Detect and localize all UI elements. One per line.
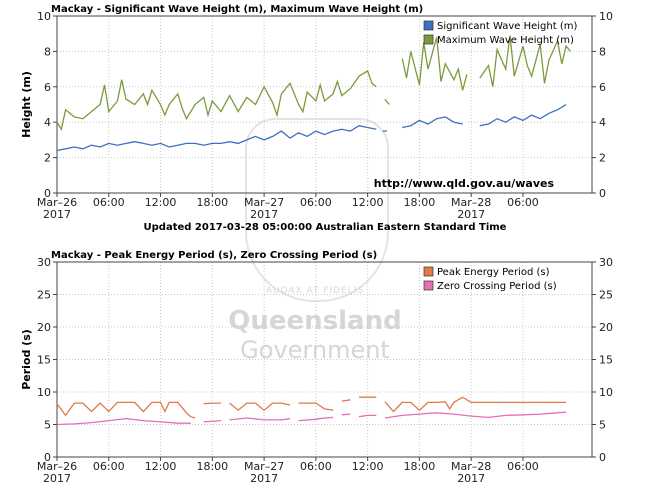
wave-height-xtick-year: 2017 xyxy=(457,208,485,221)
wave-height-xtick-label: 12:00 xyxy=(145,196,177,209)
wave-height-legend-swatch xyxy=(423,34,434,45)
period-ytick-label-right: 25 xyxy=(599,289,613,302)
period-series-0-line xyxy=(298,402,334,411)
period-series-1-line xyxy=(203,419,222,423)
period-xtick-label: 06:00 xyxy=(93,460,125,473)
wave-height-xtick-label: 06:00 xyxy=(507,196,539,209)
wave-height-xtick-year: 2017 xyxy=(43,208,71,221)
period-series-0-line xyxy=(56,401,196,419)
wave-height-series-0-line xyxy=(479,103,567,127)
period-xtick-label: Mar–27 xyxy=(244,460,284,473)
period-y-axis-label: Period (s) xyxy=(20,329,33,390)
wave-height-series-0-line xyxy=(56,125,377,152)
period-series-0-line xyxy=(384,396,567,413)
period-legend-label: Zero Crossing Period (s) xyxy=(437,281,557,292)
wave-height-ytick-label-left: 6 xyxy=(44,81,51,94)
period-ytick-label-right: 10 xyxy=(599,386,613,399)
updated-timestamp: Updated 2017-03-28 05:00:00 Australian E… xyxy=(143,222,507,233)
period-series-1-line xyxy=(341,413,351,416)
period-xtick-label: 06:00 xyxy=(300,460,332,473)
period-xtick-label: 18:00 xyxy=(404,460,436,473)
period-series-1-line xyxy=(229,417,291,421)
wave-height-series-1-line xyxy=(56,69,377,132)
period-xtick-label: Mar–28 xyxy=(451,460,491,473)
wave-height-ytick-label-left: 2 xyxy=(44,152,51,165)
period-xtick-label: 12:00 xyxy=(352,460,384,473)
wave-height-series-1-line xyxy=(384,98,390,105)
wave-height-ytick-label-right: 8 xyxy=(599,45,606,58)
wave-height-plot-frame xyxy=(56,15,593,194)
period-series-1-line xyxy=(56,417,191,426)
period-xtick-year: 2017 xyxy=(250,472,278,485)
wave-height-xtick-label: 06:00 xyxy=(300,196,332,209)
period-chart-title: Mackay - Peak Energy Period (s), Zero Cr… xyxy=(51,250,377,261)
wave-height-source-url: http://www.qld.gov.au/waves xyxy=(374,177,555,190)
wave-height-ytick-label-left: 0 xyxy=(44,187,51,200)
wave-height-y-axis-label: Height (m) xyxy=(20,71,33,138)
wave-height-legend-label: Maximum Wave Height (m) xyxy=(437,35,574,46)
period-xtick-label: 12:00 xyxy=(145,460,177,473)
period-ytick-label-left: 15 xyxy=(37,354,51,367)
period-ytick-label-left: 0 xyxy=(44,451,51,464)
period-legend-label: Peak Energy Period (s) xyxy=(437,267,550,278)
wave-height-legend-label: Significant Wave Height (m) xyxy=(437,21,577,32)
wave-height-legend-swatch xyxy=(423,20,434,31)
period-ytick-label-right: 20 xyxy=(599,321,613,334)
wave-height-ytick-label-left: 10 xyxy=(37,10,51,23)
period-series-0-line xyxy=(341,399,351,402)
period-legend-swatch xyxy=(423,280,434,291)
period-ytick-label-left: 20 xyxy=(37,321,51,334)
wave-height-xtick-label: 18:00 xyxy=(196,196,228,209)
wave-height-ytick-label-right: 10 xyxy=(599,10,613,23)
wave-height-series-0-line xyxy=(402,116,463,129)
period-ytick-label-left: 10 xyxy=(37,386,51,399)
period-ytick-label-right: 15 xyxy=(599,354,613,367)
period-ytick-label-left: 5 xyxy=(44,419,51,432)
period-xtick-year: 2017 xyxy=(43,472,71,485)
period-ytick-label-left: 25 xyxy=(37,289,51,302)
wave-height-ytick-label-right: 4 xyxy=(599,116,606,129)
wave-height-ytick-label-right: 0 xyxy=(599,187,606,200)
wave-height-xtick-label: 18:00 xyxy=(404,196,436,209)
period-xtick-year: 2017 xyxy=(457,472,485,485)
wave-height-xtick-label: 06:00 xyxy=(93,196,125,209)
period-xtick-label: 18:00 xyxy=(196,460,228,473)
period-series-1-line xyxy=(358,414,377,418)
wave-height-ytick-label-left: 4 xyxy=(44,116,51,129)
period-ytick-label-right: 30 xyxy=(599,256,613,269)
period-ytick-label-right: 5 xyxy=(599,419,606,432)
wave-height-xtick-year: 2017 xyxy=(250,208,278,221)
wave-height-xtick-label: Mar–27 xyxy=(244,196,284,209)
wave-height-ytick-label-right: 6 xyxy=(599,81,606,94)
wave-height-xtick-label: Mar–28 xyxy=(451,196,491,209)
period-xtick-label: Mar–26 xyxy=(37,460,77,473)
period-xtick-label: 06:00 xyxy=(507,460,539,473)
wave-height-ytick-label-right: 2 xyxy=(599,152,606,165)
period-series-0-line xyxy=(229,402,291,412)
wave-height-series-1-line xyxy=(479,35,571,87)
wave-height-xtick-label: Mar–26 xyxy=(37,196,77,209)
period-ytick-label-left: 30 xyxy=(37,256,51,269)
period-series-1-line xyxy=(384,411,567,419)
wave-height-series-1-line xyxy=(401,37,468,91)
wave-height-xtick-label: 12:00 xyxy=(352,196,384,209)
period-series-1-line xyxy=(298,416,334,422)
period-legend-swatch xyxy=(423,266,434,277)
wave-height-ytick-label-left: 8 xyxy=(44,45,51,58)
wave-height-chart-title: Mackay - Significant Wave Height (m), Ma… xyxy=(51,4,423,15)
period-ytick-label-right: 0 xyxy=(599,451,606,464)
period-series-0-line xyxy=(203,402,221,405)
